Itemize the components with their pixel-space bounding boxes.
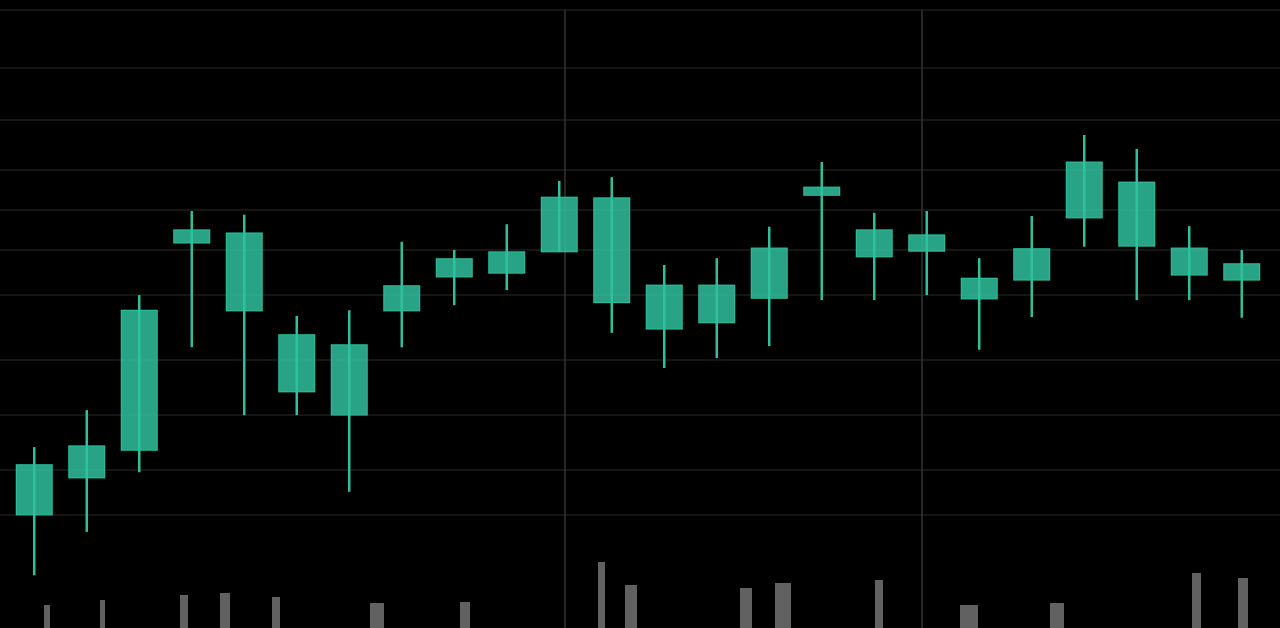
- candle-body: [750, 247, 788, 299]
- skyline-decoration: [44, 562, 1248, 628]
- candle-body: [1223, 263, 1261, 281]
- candle-body: [330, 344, 368, 416]
- candle-body: [1065, 161, 1103, 219]
- background-grid: [0, 9, 1280, 628]
- decoration: [1050, 603, 1064, 628]
- candle-body: [698, 284, 736, 324]
- decoration: [100, 600, 105, 628]
- decoration: [1192, 573, 1201, 628]
- decoration: [740, 588, 752, 628]
- decoration: [44, 605, 50, 628]
- decoration: [272, 597, 280, 628]
- decoration: [960, 605, 978, 628]
- candle-body: [645, 284, 683, 330]
- candle-body: [68, 445, 106, 479]
- decoration: [220, 593, 230, 628]
- candle-body: [173, 229, 211, 244]
- candle-body: [855, 229, 893, 258]
- decoration: [180, 595, 188, 628]
- candle-body: [15, 464, 53, 516]
- candle-body: [908, 234, 946, 252]
- candle-body: [225, 232, 263, 312]
- candle-body: [383, 285, 421, 312]
- decoration: [775, 583, 791, 628]
- candle-body: [488, 251, 526, 274]
- candle-body: [435, 258, 473, 278]
- decoration: [598, 562, 605, 628]
- decoration: [875, 580, 883, 628]
- candle-body: [593, 197, 631, 304]
- decoration: [370, 603, 384, 628]
- candle-body: [960, 277, 998, 300]
- candle-body: [1170, 247, 1208, 276]
- decoration: [625, 585, 637, 628]
- candle-body: [540, 196, 578, 253]
- candle-body: [1013, 248, 1051, 281]
- candle-body: [803, 186, 841, 196]
- decoration: [460, 602, 470, 628]
- candle-body: [1118, 181, 1156, 247]
- candle-body: [120, 309, 158, 451]
- candle-body: [278, 334, 316, 393]
- decoration: [1238, 578, 1248, 628]
